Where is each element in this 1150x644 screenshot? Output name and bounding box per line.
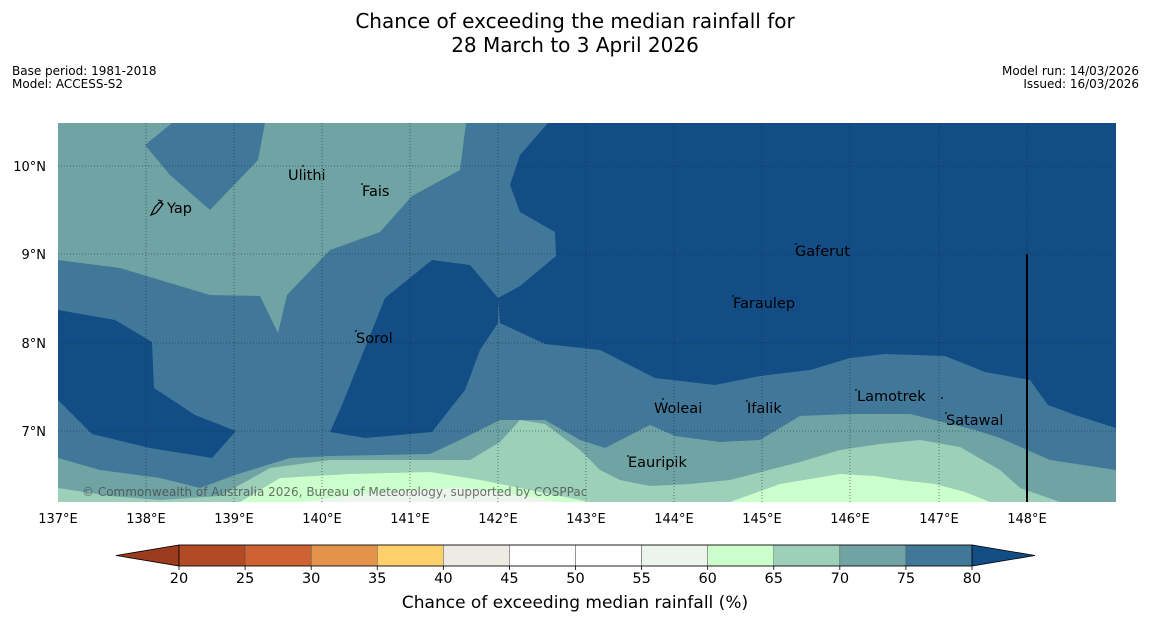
ulithi-marker [302, 165, 304, 167]
meta-right: Model run: 14/03/2026 Issued: 16/03/2026 [1002, 65, 1139, 91]
place-woleai: Woleai [654, 401, 702, 417]
lon-label-146e: 146°E [830, 512, 870, 527]
copyright-notice: © Commonwealth of Australia 2026, Bureau… [82, 485, 587, 499]
colorbar-low-extension [115, 544, 180, 567]
lon-label-144e: 144°E [654, 512, 694, 527]
colorbar-tick-label: 70 [831, 571, 849, 587]
colorbar-tick-label: 75 [897, 571, 915, 587]
rainfall-map: Yap Ulithi Fais Gaferut Faraulep Sorol L… [58, 123, 1116, 502]
lat-label-9n: 9°N [22, 248, 47, 263]
place-faraulep: Faraulep [733, 296, 795, 312]
colorbar-tick-label: 55 [632, 571, 650, 587]
colorbar-segment [310, 544, 378, 567]
colorbar-segment [244, 544, 312, 567]
lat-label-7n: 7°N [22, 425, 47, 440]
colorbar-label: Chance of exceeding median rainfall (%) [401, 593, 749, 613]
place-gaferut: Gaferut [795, 244, 850, 260]
colorbar-tick-label: 80 [963, 571, 981, 587]
title-line-2: 28 March to 3 April 2026 [451, 33, 699, 57]
place-yap: Yap [166, 201, 192, 217]
yap-island [149, 201, 164, 217]
lat-label-8n: 8°N [22, 337, 47, 352]
graticule [58, 123, 1116, 502]
band-above-80-west [58, 310, 236, 458]
extra-islet-marker [941, 397, 943, 399]
colorbar-segment [707, 544, 775, 567]
colorbar-tick-label: 45 [500, 571, 518, 587]
lon-label-141e: 141°E [390, 512, 430, 527]
band-55-60 [300, 488, 560, 502]
place-fais: Fais [362, 184, 389, 200]
place-markers [302, 165, 947, 457]
meta-left: Base period: 1981-2018 Model: ACCESS-S2 [12, 65, 157, 91]
faraulep-marker [732, 295, 734, 297]
lat-label-10n: 10°N [13, 160, 46, 175]
colorbar-segment [575, 544, 642, 567]
colorbar-tick-label: 30 [302, 571, 320, 587]
lon-label-145e: 145°E [742, 512, 782, 527]
colorbar-tick-label: 60 [698, 571, 716, 587]
model-name: Model: ACCESS-S2 [12, 77, 124, 91]
woleai-marker [662, 398, 664, 400]
colorbar-segment [905, 544, 973, 567]
colorbar-tick-label: 20 [170, 571, 188, 587]
colorbar-segment [443, 544, 510, 567]
colorbar-tick-label: 40 [434, 571, 452, 587]
lon-label-143e: 143°E [566, 512, 606, 527]
gaferut-marker [795, 243, 797, 245]
lon-label-148e: 148°E [1007, 512, 1047, 527]
lon-label-140e: 140°E [302, 512, 342, 527]
colorbar-segment [773, 544, 841, 567]
title-line-1: Chance of exceeding the median rainfall … [355, 9, 795, 33]
place-lamotrek: Lamotrek [857, 389, 926, 405]
place-sorol: Sorol [356, 331, 393, 347]
fais-marker [361, 183, 363, 185]
colorbar-tick-label: 65 [765, 571, 783, 587]
band-75-80-northwest [145, 123, 265, 210]
ifalik-marker [746, 400, 748, 402]
colorbar-tick-label: 35 [368, 571, 386, 587]
lon-label-142e: 142°E [478, 512, 518, 527]
colorbar-segment [178, 544, 246, 567]
colorbar-tick-label: 25 [236, 571, 254, 587]
lon-label-147e: 147°E [919, 512, 959, 527]
sorol-marker [355, 330, 357, 332]
colorbar-segment [839, 544, 907, 567]
lon-label-138e: 138°E [126, 512, 166, 527]
place-eauripik: Eauripik [628, 455, 687, 471]
band-above-80-central [330, 260, 498, 438]
colorbar-tick-label: 50 [566, 571, 584, 587]
place-satawal: Satawal [946, 413, 1003, 429]
colorbar-segment [377, 544, 444, 567]
colorbar-segment [641, 544, 708, 567]
satawal-marker [945, 412, 947, 414]
colorbar: 20 25 30 35 40 45 50 55 60 65 70 75 80 [115, 544, 1036, 587]
colorbar-high-extension [971, 544, 1036, 567]
colorbar-segment [509, 544, 576, 567]
place-ifalik: Ifalik [747, 401, 782, 417]
issued-date: Issued: 16/03/2026 [1023, 77, 1139, 91]
lamotrek-marker [855, 389, 857, 391]
eauripik-marker [627, 455, 629, 457]
lon-label-137e: 137°E [38, 512, 78, 527]
yap-island-north [157, 199, 163, 205]
model-run: Model run: 14/03/2026 [1001, 64, 1139, 78]
band-above-80-east [498, 123, 1116, 428]
base-period: Base period: 1981-2018 [12, 64, 157, 78]
place-ulithi: Ulithi [288, 168, 326, 184]
band-60-65-east [730, 474, 990, 502]
map-title: Chance of exceeding the median rainfall … [0, 9, 1150, 57]
lon-label-139e: 139°E [214, 512, 254, 527]
